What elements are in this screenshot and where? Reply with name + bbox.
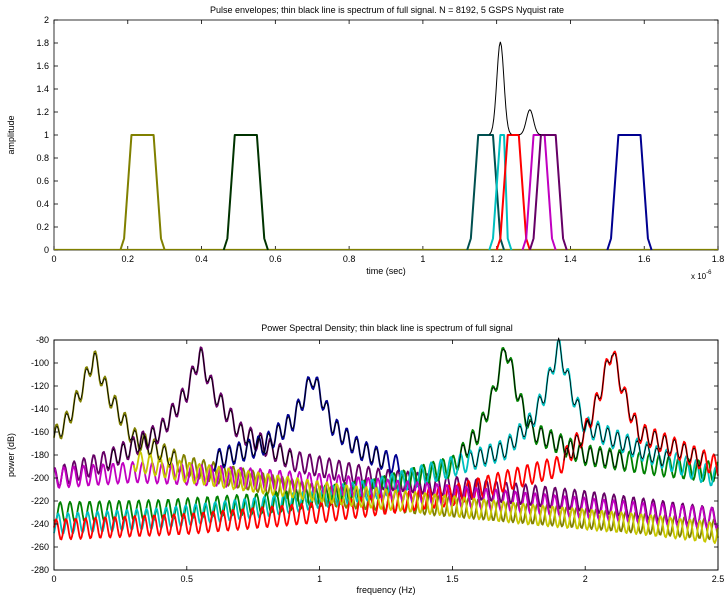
y-tick-label: 1.8 bbox=[36, 38, 49, 48]
x-tick-label: 0 bbox=[51, 254, 56, 264]
y-tick-label: 0 bbox=[44, 245, 49, 255]
pulse-envelope bbox=[528, 134, 568, 251]
pulse-envelope bbox=[466, 134, 505, 251]
chart-title: Power Spectral Density; thin black line … bbox=[261, 323, 513, 333]
pulse-envelope bbox=[488, 134, 513, 251]
x-tick-label: 0.2 bbox=[122, 254, 135, 264]
pulse-envelope bbox=[222, 134, 269, 251]
x-ticks: 0 0.5 1 1.5 2 2.5 bbox=[51, 340, 724, 584]
psd-series-line bbox=[53, 339, 719, 535]
x-tick-label: 1.6 bbox=[638, 254, 651, 264]
plot-frame bbox=[53, 339, 719, 571]
y-tick-label: 0.8 bbox=[36, 153, 49, 163]
x-tick-label: 0 bbox=[51, 574, 56, 584]
psd-series-line bbox=[53, 350, 719, 541]
y-tick-label: -100 bbox=[31, 358, 49, 368]
x-tick-label: 0.8 bbox=[343, 254, 356, 264]
psd-series-line bbox=[132, 451, 719, 545]
x-tick-label: 1.8 bbox=[712, 254, 724, 264]
y-tick-label: 1.4 bbox=[36, 84, 49, 94]
y-tick-label: 2 bbox=[44, 15, 49, 25]
full-signal-line bbox=[470, 337, 670, 468]
x-tick-label: 0.6 bbox=[269, 254, 282, 264]
x-tick-label: 1.5 bbox=[446, 574, 459, 584]
x-tick-label: 2.5 bbox=[712, 574, 724, 584]
pulse-envelope bbox=[606, 134, 653, 251]
full-signal-line bbox=[214, 378, 386, 469]
full-signal-line bbox=[457, 348, 625, 469]
y-tick-label: 0.6 bbox=[36, 176, 49, 186]
x-tick-label: 0.5 bbox=[181, 574, 194, 584]
pulse-envelope bbox=[521, 134, 557, 251]
x-tick-label: 1.4 bbox=[564, 254, 577, 264]
y-tick-label: -240 bbox=[31, 519, 49, 529]
x-tick-label: 1 bbox=[317, 574, 322, 584]
plot-area bbox=[53, 19, 719, 251]
x-tick-label: 2 bbox=[583, 574, 588, 584]
x-exponent-label: x 10-6 bbox=[691, 270, 712, 281]
y-tick-label: 1 bbox=[44, 130, 49, 140]
x-axis-label: frequency (Hz) bbox=[356, 585, 415, 595]
y-tick-label: 0.4 bbox=[36, 199, 49, 209]
x-axis-label: time (sec) bbox=[366, 266, 406, 276]
y-tick-label: -120 bbox=[31, 381, 49, 391]
y-tick-label: -180 bbox=[31, 450, 49, 460]
y-tick-label: 1.2 bbox=[36, 107, 49, 117]
full-signal-line bbox=[106, 348, 293, 469]
full-signal-line bbox=[53, 352, 176, 466]
y-axis-label: amplitude bbox=[6, 115, 16, 154]
chart-title: Pulse envelopes; thin black line is spec… bbox=[210, 5, 564, 15]
pulse-envelope bbox=[119, 134, 166, 251]
full-signal-line bbox=[563, 353, 705, 467]
pulse-series bbox=[54, 134, 718, 251]
psd-series bbox=[53, 337, 719, 545]
pulse-envelope bbox=[495, 134, 531, 251]
pulse-envelope-chart: Pulse envelopes; thin black line is spec… bbox=[6, 5, 724, 281]
y-tick-label: 1.6 bbox=[36, 61, 49, 71]
x-tick-label: 1 bbox=[420, 254, 425, 264]
y-tick-label: -80 bbox=[36, 335, 49, 345]
y-tick-label: -280 bbox=[31, 565, 49, 575]
y-tick-label: -260 bbox=[31, 542, 49, 552]
y-tick-label: -160 bbox=[31, 427, 49, 437]
x-tick-label: 0.4 bbox=[195, 254, 208, 264]
y-ticks: -280 -260 -240 -220 -200 -180 -160 -140 -120 -100… bbox=[31, 335, 718, 575]
y-tick-label: 0.2 bbox=[36, 222, 49, 232]
psd-chart: Power Spectral Density; thin black line … bbox=[6, 323, 724, 595]
y-tick-label: -200 bbox=[31, 473, 49, 483]
y-tick-label: -140 bbox=[31, 404, 49, 414]
y-axis-label: power (dB) bbox=[6, 433, 16, 477]
y-ticks: 0 0.2 0.4 0.6 0.8 1 1.2 1.4 1.6 1.8 2 bbox=[36, 15, 718, 255]
x-ticks: 0 0.2 0.4 0.6 0.8 1 1.2 1.4 1.6 1.8 bbox=[51, 20, 724, 264]
x-tick-label: 1.2 bbox=[490, 254, 503, 264]
y-tick-label: -220 bbox=[31, 496, 49, 506]
full-signal-line bbox=[488, 41, 542, 136]
